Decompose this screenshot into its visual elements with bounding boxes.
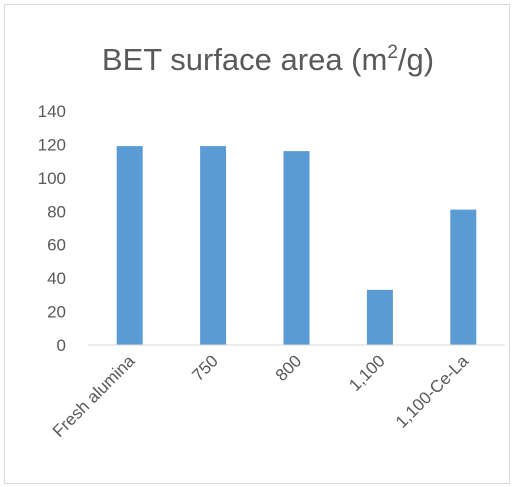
bar (116, 146, 143, 345)
bar (366, 289, 393, 345)
y-axis-ticks: 0 20 40 60 80 100 120 140 (38, 102, 66, 355)
chart-title-suffix: /g) (398, 42, 434, 77)
y-tick-label: 20 (47, 303, 66, 322)
y-tick-label: 100 (38, 169, 66, 188)
y-tick-label: 80 (47, 202, 66, 221)
y-tick-label: 120 (38, 135, 66, 154)
x-axis-labels: Fresh alumina 750 800 1,100 1,100-Ce-La (49, 351, 473, 441)
chart-frame (4, 4, 510, 484)
bar (283, 151, 310, 345)
y-tick-label: 40 (47, 269, 66, 288)
y-tick-label: 0 (57, 336, 66, 355)
x-tick-label: 800 (272, 351, 305, 384)
chart-title-superscript: 2 (387, 42, 398, 63)
x-tick-label: 1,100-Ce-La (392, 351, 473, 432)
x-tick-label: 1,100 (345, 351, 389, 395)
y-tick-label: 140 (38, 102, 66, 121)
x-tick-label: Fresh alumina (49, 351, 139, 441)
y-tick-label: 60 (47, 236, 66, 255)
bars (116, 146, 477, 345)
bar (200, 146, 227, 345)
chart-title: BET surface area (m2/g) (102, 42, 434, 77)
x-tick-label: 750 (188, 351, 221, 384)
bar (450, 209, 477, 345)
chart-title-main: BET surface area (m (102, 42, 387, 77)
